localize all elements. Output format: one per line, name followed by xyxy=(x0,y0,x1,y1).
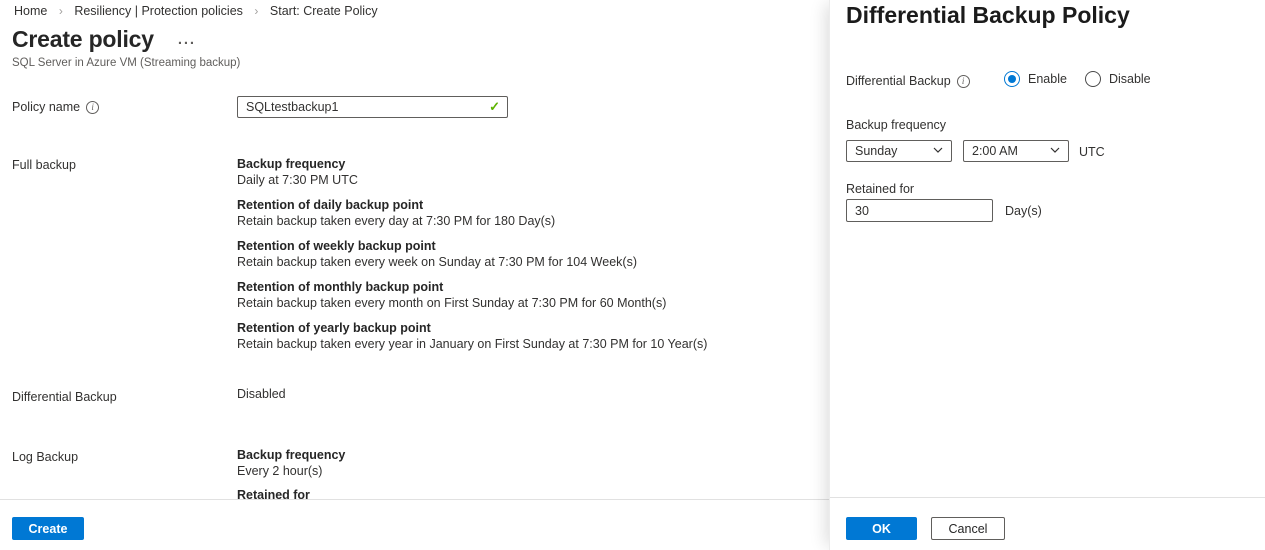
retained-for-unit: Day(s) xyxy=(1005,204,1042,218)
radio-disable-label: Disable xyxy=(1108,72,1151,86)
time-select[interactable]: 2:00 AM xyxy=(963,140,1069,162)
breadcrumb: Home › Resiliency | Protection policies … xyxy=(14,4,378,18)
time-select-value: 2:00 AM xyxy=(972,144,1018,158)
main-footer: Create xyxy=(0,500,829,550)
backup-frequency-label: Backup frequency xyxy=(846,118,947,132)
daily-retention-section: Retention of daily backup point Retain b… xyxy=(237,197,817,229)
more-menu-button[interactable]: ··· xyxy=(177,35,196,52)
full-backup-frequency-section: Backup frequency Daily at 7:30 PM UTC xyxy=(237,156,817,188)
main-pane-content: Home › Resiliency | Protection policies … xyxy=(12,4,817,499)
differential-backup-radio-group: Enable Disable xyxy=(1004,71,1151,87)
breadcrumb-separator-icon: › xyxy=(254,4,259,18)
retained-for-input[interactable] xyxy=(846,199,993,222)
valid-check-icon: ✓ xyxy=(489,99,500,114)
section-text: Retain backup taken every week on Sunday… xyxy=(237,255,637,269)
section-text: Retain backup taken every day at 7:30 PM… xyxy=(237,214,556,228)
ok-button[interactable]: OK xyxy=(846,517,917,540)
chevron-down-icon xyxy=(1049,144,1061,158)
page-subtitle: SQL Server in Azure VM (Streaming backup… xyxy=(12,57,241,69)
section-title: Backup frequency xyxy=(237,448,346,462)
monthly-retention-section: Retention of monthly backup point Retain… xyxy=(237,279,817,311)
breadcrumb-item-protection-policies[interactable]: Resiliency | Protection policies xyxy=(74,4,243,18)
create-button[interactable]: Create xyxy=(12,517,84,540)
day-select[interactable]: Sunday xyxy=(846,140,952,162)
footer-divider xyxy=(0,499,829,500)
day-select-value: Sunday xyxy=(855,144,898,158)
radio-option-enable[interactable]: Enable xyxy=(1004,71,1067,87)
section-text: Daily at 7:30 PM UTC xyxy=(237,173,358,187)
section-title: Retention of monthly backup point xyxy=(237,280,444,294)
breadcrumb-item-home[interactable]: Home xyxy=(14,4,48,18)
log-backup-label: Log Backup xyxy=(12,450,79,464)
info-icon[interactable]: i xyxy=(86,100,100,114)
info-icon[interactable]: i xyxy=(956,74,970,88)
differential-backup-label: Differential Backup xyxy=(12,390,117,404)
radio-selected-icon xyxy=(1004,71,1020,87)
policy-name-label: Policy name xyxy=(12,100,81,114)
radio-enable-label: Enable xyxy=(1028,72,1067,86)
log-backup-summary: Backup frequency Every 2 hour(s) Retaine… xyxy=(237,447,817,499)
section-title: Retention of weekly backup point xyxy=(237,239,436,253)
log-retained-for-section: Retained for xyxy=(237,487,817,499)
section-text: Every 2 hour(s) xyxy=(237,464,323,478)
timezone-label: UTC xyxy=(1079,145,1105,159)
weekly-retention-section: Retention of weekly backup point Retain … xyxy=(237,238,817,270)
policy-name-field-label: Policy name i xyxy=(12,100,100,114)
breadcrumb-item-create-policy: Start: Create Policy xyxy=(269,4,378,18)
differential-backup-panel: Differential Backup Policy Differential … xyxy=(829,0,1265,550)
radio-unselected-icon xyxy=(1084,71,1101,87)
chevron-down-icon xyxy=(932,144,944,158)
full-backup-label: Full backup xyxy=(12,158,76,172)
main-pane: Home › Resiliency | Protection policies … xyxy=(0,4,829,550)
panel-footer-divider xyxy=(830,497,1265,498)
log-backup-frequency-section: Backup frequency Every 2 hour(s) xyxy=(237,447,817,479)
policy-name-input[interactable] xyxy=(237,96,508,118)
policy-name-field: ✓ xyxy=(237,96,508,118)
panel-title: Differential Backup Policy xyxy=(846,2,1130,28)
yearly-retention-section: Retention of yearly backup point Retain … xyxy=(237,320,817,352)
differential-backup-label: Differential Backup xyxy=(846,74,951,88)
retained-for-label: Retained for xyxy=(846,182,915,196)
panel-differential-backup-label: Differential Backup i xyxy=(846,74,970,88)
section-title: Backup frequency xyxy=(237,157,346,171)
section-title: Retention of yearly backup point xyxy=(237,321,431,335)
page-title: Create policy xyxy=(12,26,154,52)
section-title: Retained for xyxy=(237,488,310,499)
title-row: Create policy ··· xyxy=(12,26,198,53)
radio-option-disable[interactable]: Disable xyxy=(1084,71,1151,87)
section-title: Retention of daily backup point xyxy=(237,198,424,212)
section-text: Retain backup taken every year in Januar… xyxy=(237,337,708,351)
full-backup-summary: Backup frequency Daily at 7:30 PM UTC Re… xyxy=(237,156,817,361)
differential-backup-status: Disabled xyxy=(237,387,286,401)
cancel-button[interactable]: Cancel xyxy=(931,517,1005,540)
breadcrumb-separator-icon: › xyxy=(58,4,63,18)
retained-for-field xyxy=(846,199,993,222)
section-text: Retain backup taken every month on First… xyxy=(237,296,667,310)
